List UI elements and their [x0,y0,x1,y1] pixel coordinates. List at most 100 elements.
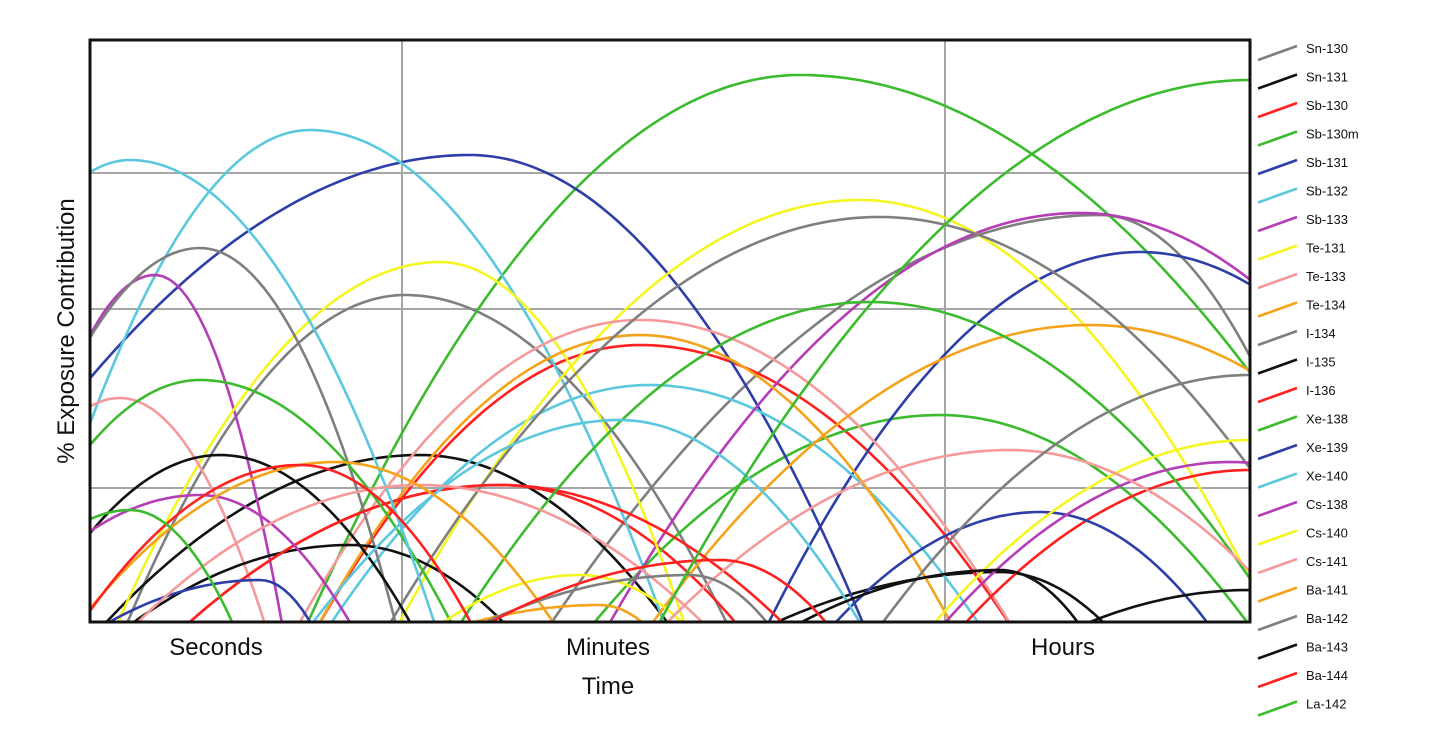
series-la-142 [90,78,1250,622]
series-line-xe-138-2 [90,378,453,622]
series-line-i-136-2 [964,468,1250,622]
series-line-cs-140-1 [933,438,1250,622]
series-sb-133 [90,211,1250,622]
legend-item-sb-130: Sb-130 [1257,98,1348,119]
series-line-ba-144-1 [488,558,828,622]
series-line-ba-143-2 [1086,588,1250,622]
legend-swatch-xe-139 [1257,443,1298,461]
legend-item-sn-131: Sn-131 [1257,70,1348,90]
legend-item-ba-142: Ba-142 [1257,611,1348,632]
series-line-ba-141-2 [469,603,644,622]
legend-item-la-142: La-142 [1257,697,1346,717]
legend: Sn-130 Sn-131 Sb-130 Sb-130m Sb-131 Sb-132 Sb-… [1257,41,1359,717]
legend-item-i-135: I-135 [1257,355,1336,375]
series-xe-139 [106,510,1209,622]
legend-label-sb-133: Sb-133 [1306,212,1348,227]
legend-item-xe-139: Xe-139 [1257,440,1348,461]
x-axis-title: Time [582,673,634,700]
legend-item-sb-130m: Sb-130m [1257,127,1359,147]
series-line-sb-133-1 [608,211,1250,622]
legend-item-sn-130: Sn-130 [1257,41,1348,62]
legend-label-cs-141: Cs-141 [1306,554,1348,569]
series-line-sb-130-1 [318,343,1010,622]
legend-item-te-133: Te-133 [1257,269,1346,290]
legend-label-sb-132: Sb-132 [1306,184,1348,199]
series-line-sb-130m-1 [306,73,1250,622]
series-line-cs-138-1 [90,493,352,622]
legend-label-sn-130: Sn-130 [1306,41,1348,56]
legend-swatch-la-142 [1257,700,1298,717]
legend-swatch-cs-141 [1257,557,1298,575]
series-xe-140 [90,158,862,622]
series-line-ba-144-2 [90,463,472,622]
series-line-xe-139-2 [106,578,312,622]
legend-swatch-sb-130 [1257,101,1298,119]
legend-swatch-ba-144 [1257,671,1298,689]
series-i-136 [187,468,1250,622]
legend-swatch-ba-141 [1257,586,1298,603]
legend-label-ba-144: Ba-144 [1306,668,1348,683]
series-line-te-134-1 [651,323,1250,622]
series-line-xe-139-1 [834,510,1209,622]
legend-label-i-134: I-134 [1306,326,1336,341]
series-line-ba-143-1 [798,568,1080,622]
legend-item-cs-140: Cs-140 [1257,526,1348,546]
legend-swatch-xe-138 [1257,415,1298,432]
legend-swatch-te-133 [1257,272,1298,290]
series-cs-140 [441,438,1250,622]
legend-item-te-134: Te-134 [1257,298,1346,318]
legend-item-ba-143: Ba-143 [1257,640,1348,660]
legend-label-te-134: Te-134 [1306,298,1346,313]
legend-item-xe-140: Xe-140 [1257,469,1348,489]
legend-swatch-sn-130 [1257,44,1298,62]
legend-label-sb-131: Sb-131 [1306,155,1348,170]
legend-item-cs-141: Cs-141 [1257,554,1348,575]
legend-label-ba-143: Ba-143 [1306,640,1348,655]
series-line-te-133-1 [298,318,1011,622]
series-te-134 [318,323,1250,622]
series-line-ba-142-2 [881,373,1250,622]
series-i-134 [90,215,1250,622]
legend-item-ba-144: Ba-144 [1257,668,1348,689]
x-tick-minutes: Minutes [566,634,650,661]
legend-item-sb-133: Sb-133 [1257,212,1348,233]
series-line-la-142-1 [658,78,1250,622]
series-line-sn-130-1 [126,293,728,622]
legend-swatch-i-135 [1257,358,1298,375]
legend-swatch-sb-131 [1257,158,1298,176]
series-line-i-134-2 [90,246,397,622]
legend-label-sb-130m: Sb-130m [1306,127,1359,142]
series-line-cs-141-1 [665,448,1250,622]
legend-label-cs-140: Cs-140 [1306,526,1348,541]
series-line-sb-131-2 [767,250,1250,622]
series-cs-138 [90,460,1250,622]
series-sb-130m [306,73,1250,622]
series-line-ba-141-1 [90,460,555,622]
legend-swatch-cs-138 [1257,500,1298,518]
legend-item-xe-138: Xe-138 [1257,412,1348,432]
legend-label-sn-131: Sn-131 [1306,70,1348,85]
series-line-te-134-2 [318,333,952,622]
legend-swatch-i-136 [1257,386,1298,404]
legend-label-xe-140: Xe-140 [1306,469,1348,484]
series-layer [90,73,1250,622]
series-ba-141 [90,460,644,622]
legend-label-xe-139: Xe-139 [1306,440,1348,455]
series-line-i-134-1 [389,215,1250,622]
legend-swatch-ba-143 [1257,643,1298,660]
series-line-i-136-1 [187,483,784,622]
legend-label-i-136: I-136 [1306,383,1336,398]
plot-frame [88,38,1252,624]
legend-swatch-te-134 [1257,301,1298,318]
series-line-xe-138-1 [459,300,1250,622]
legend-label-ba-141: Ba-141 [1306,583,1348,598]
legend-label-la-142: La-142 [1306,697,1346,712]
series-line-xe-140-2 [311,418,862,622]
legend-swatch-sb-130m [1257,130,1298,147]
legend-swatch-sn-131 [1257,73,1298,90]
series-line-cs-138-2 [943,460,1250,622]
legend-item-cs-138: Cs-138 [1257,497,1348,518]
series-line-cs-140-2 [441,573,684,622]
series-line-la-142-2 [90,508,234,622]
